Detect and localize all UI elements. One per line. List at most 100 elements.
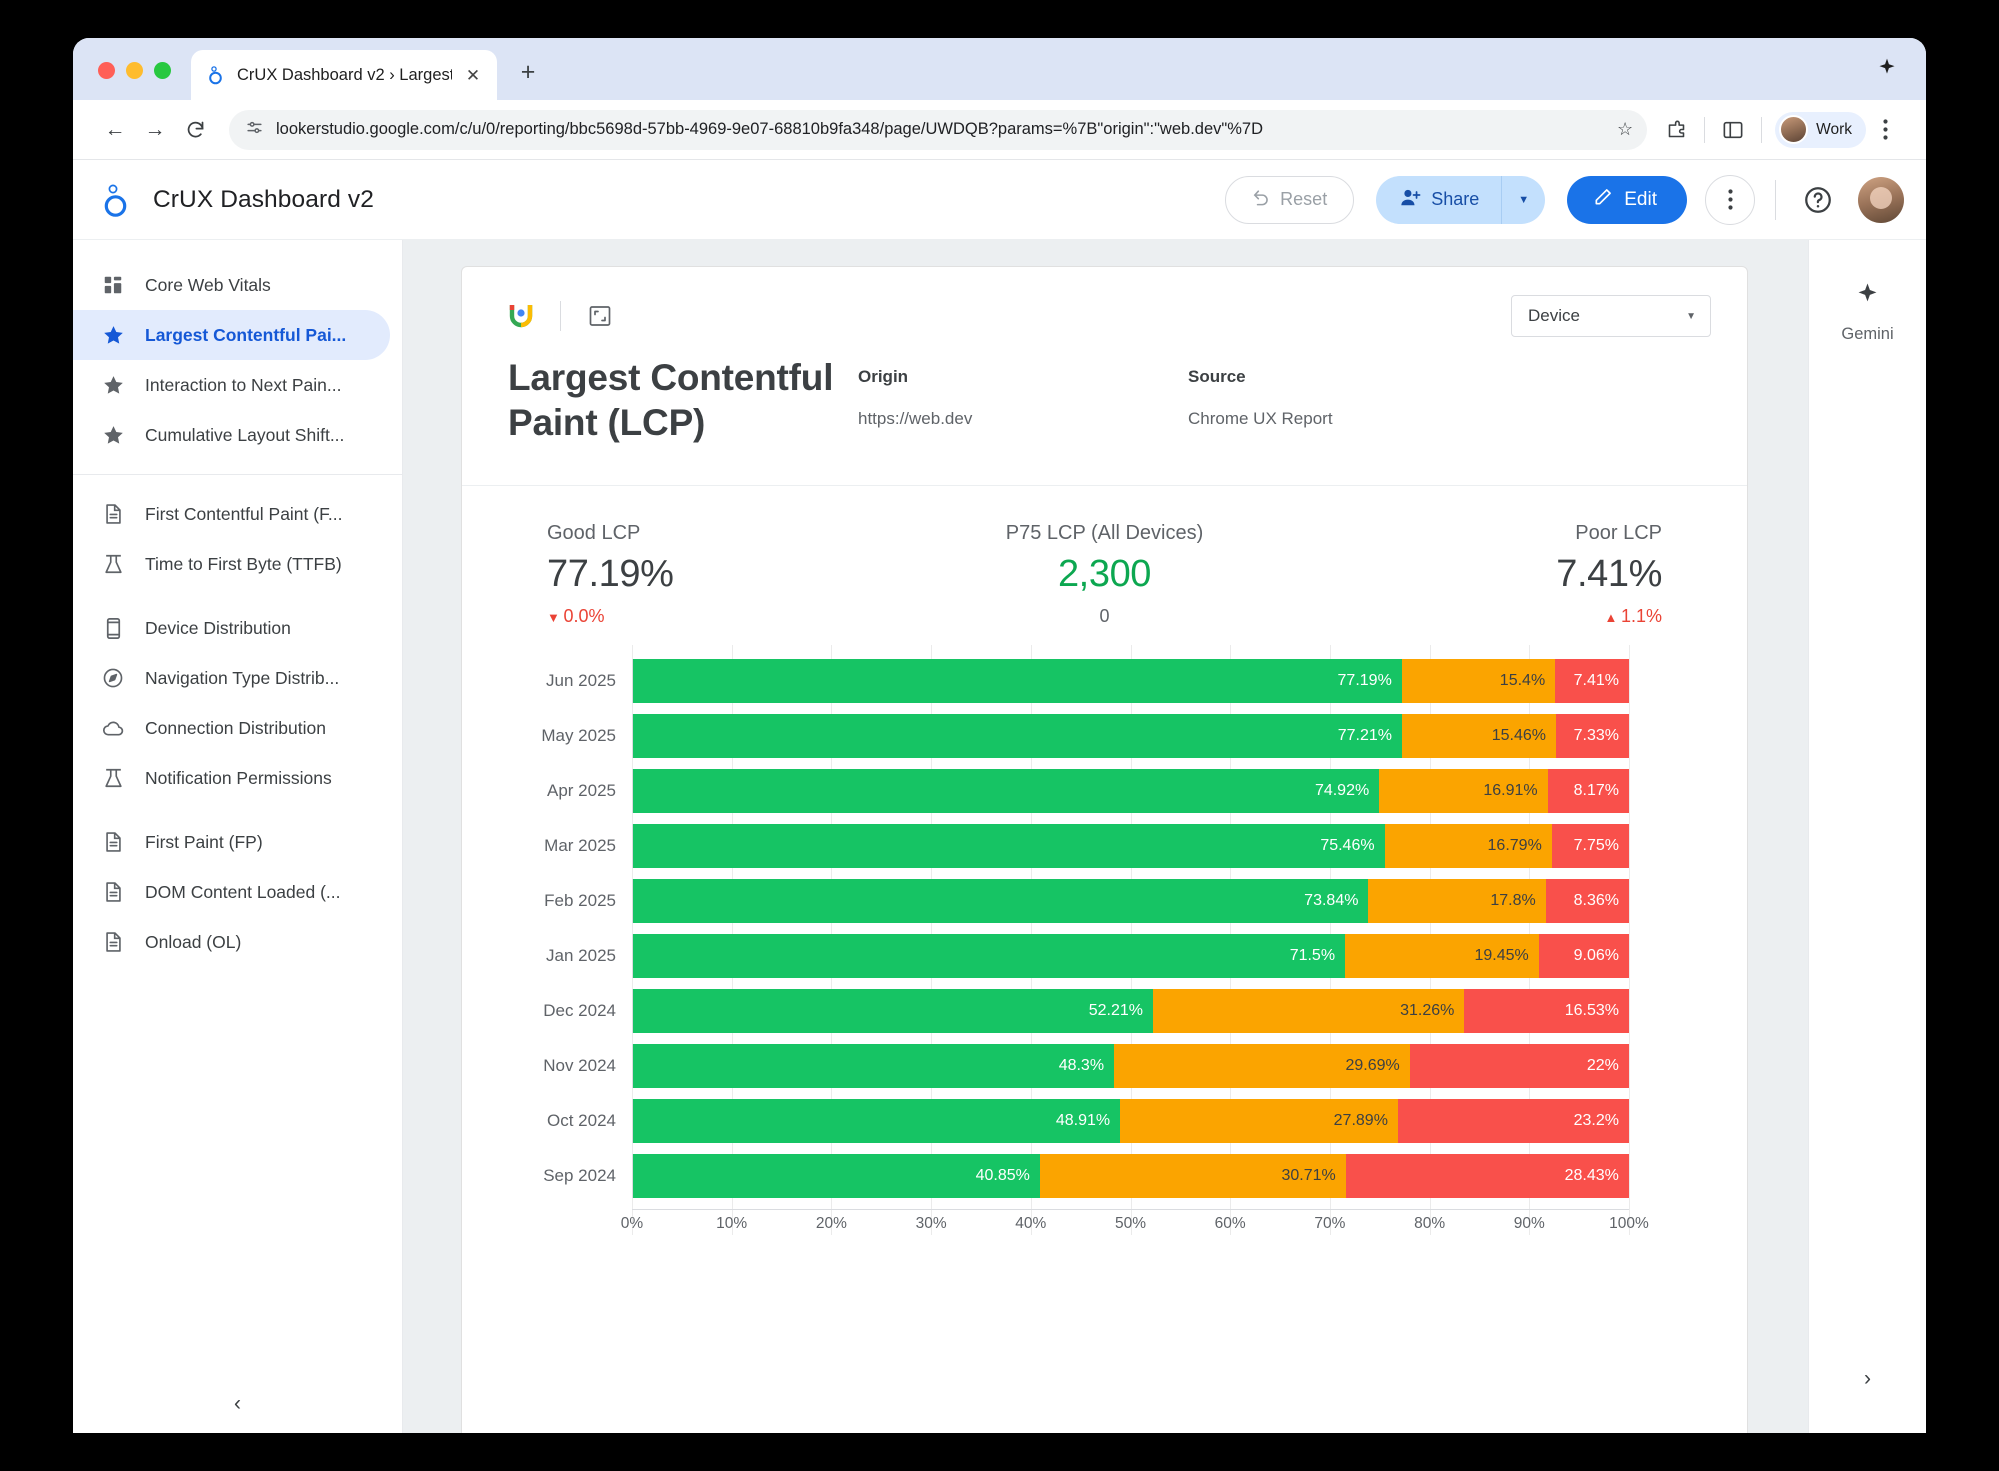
bar-segment-good[interactable]: 77.21% <box>633 714 1402 759</box>
bar-segment-good[interactable]: 74.92% <box>633 769 1380 814</box>
phone-icon <box>101 617 125 640</box>
chrome-menu-icon[interactable] <box>1866 111 1904 149</box>
bar-segment-good[interactable]: 73.84% <box>633 879 1369 924</box>
undo-icon <box>1252 188 1271 212</box>
next-page-button[interactable]: › <box>1864 1367 1871 1390</box>
bar-segment-poor[interactable]: 7.75% <box>1551 824 1629 869</box>
sidebar-item-dom-content-loaded[interactable]: DOM Content Loaded (... <box>73 867 390 917</box>
sidebar-item-core-web-vitals[interactable]: Core Web Vitals <box>73 260 390 310</box>
sidebar-item-largest-contentful-pai[interactable]: Largest Contentful Pai... <box>73 310 390 360</box>
stacked-bar[interactable]: 73.84% 17.8% 8.36% <box>632 879 1629 924</box>
bar-segment-poor[interactable]: 28.43% <box>1345 1154 1629 1199</box>
forward-icon[interactable]: → <box>144 117 166 141</box>
bar-segment-label: 40.85% <box>975 1167 1030 1185</box>
bar-segment-needs-improvement[interactable]: 15.4% <box>1401 659 1556 704</box>
bar-segment-good[interactable]: 40.85% <box>633 1154 1040 1199</box>
browser-tab[interactable]: CrUX Dashboard v2 › Largest ✕ <box>191 50 497 100</box>
sidebar-item-navigation-type-distrib[interactable]: Navigation Type Distrib... <box>73 653 390 703</box>
bar-segment-needs-improvement[interactable]: 19.45% <box>1345 934 1539 979</box>
more-options-button[interactable] <box>1705 174 1755 225</box>
chart-row-label: Feb 2025 <box>544 891 616 911</box>
stacked-bar[interactable]: 77.21% 15.46% 7.33% <box>632 714 1629 759</box>
stacked-bar[interactable]: 48.91% 27.89% 23.2% <box>632 1099 1629 1144</box>
bar-segment-good[interactable]: 71.5% <box>633 934 1346 979</box>
bar-segment-good[interactable]: 48.91% <box>633 1099 1121 1144</box>
chart-row-label: May 2025 <box>541 726 616 746</box>
stacked-bar[interactable]: 71.5% 19.45% 9.06% <box>632 934 1629 979</box>
bar-segment-needs-improvement[interactable]: 30.71% <box>1039 1154 1346 1199</box>
bar-segment-good[interactable]: 52.21% <box>633 989 1153 1034</box>
sidebar-item-notification-permissions[interactable]: Notification Permissions <box>73 753 390 803</box>
user-avatar[interactable] <box>1858 176 1904 223</box>
tab-strip: CrUX Dashboard v2 › Largest ✕ + <box>73 38 1926 100</box>
sidebar-item-cumulative-layout-shift[interactable]: Cumulative Layout Shift... <box>73 410 390 460</box>
minimize-window-button[interactable] <box>126 62 143 79</box>
sparkle-icon[interactable] <box>1876 57 1898 84</box>
stacked-bar[interactable]: 75.46% 16.79% 7.75% <box>632 824 1629 869</box>
device-filter-select[interactable]: Device ▼ <box>1511 295 1711 337</box>
reload-icon[interactable] <box>175 110 215 150</box>
new-tab-button[interactable]: + <box>520 57 536 86</box>
scorecard: Poor LCP 7.41% ▲ 1.1% <box>1290 522 1707 627</box>
divider <box>1761 116 1763 143</box>
stacked-bar[interactable]: 48.3% 29.69% 22% <box>632 1044 1629 1089</box>
bar-segment-poor[interactable]: 8.36% <box>1545 879 1629 924</box>
bar-segment-poor[interactable]: 23.2% <box>1397 1099 1629 1144</box>
scorecard-value: 77.19% <box>547 553 674 596</box>
close-window-button[interactable] <box>98 62 115 79</box>
share-dropdown-button[interactable]: ▼ <box>1501 175 1546 224</box>
site-settings-icon[interactable] <box>245 118 264 142</box>
reading-list-icon[interactable] <box>1714 111 1752 149</box>
person-add-icon <box>1400 188 1421 212</box>
profile-chip[interactable]: Work <box>1775 111 1866 148</box>
maximize-window-button[interactable] <box>154 62 171 79</box>
bar-segment-poor[interactable]: 7.33% <box>1555 714 1629 759</box>
edit-button[interactable]: Edit <box>1567 175 1687 224</box>
sidebar-item-interaction-to-next-pain[interactable]: Interaction to Next Pain... <box>73 360 390 410</box>
bar-segment-needs-improvement[interactable]: 15.46% <box>1402 714 1556 759</box>
bar-segment-needs-improvement[interactable]: 29.69% <box>1114 1044 1410 1089</box>
stacked-bar[interactable]: 52.21% 31.26% 16.53% <box>632 989 1629 1034</box>
extensions-icon[interactable] <box>1657 111 1695 149</box>
bar-segment-poor[interactable]: 16.53% <box>1464 989 1629 1034</box>
bar-segment-needs-improvement[interactable]: 17.8% <box>1368 879 1546 924</box>
chart-row-label: Nov 2024 <box>543 1056 616 1076</box>
bar-segment-poor[interactable]: 22% <box>1409 1044 1629 1089</box>
sidebar-item-first-paint-fp[interactable]: First Paint (FP) <box>73 817 390 867</box>
stacked-bar[interactable]: 74.92% 16.91% 8.17% <box>632 769 1629 814</box>
sidebar-item-first-contentful-paint-f[interactable]: First Contentful Paint (F... <box>73 489 390 539</box>
star-icon <box>101 324 125 347</box>
bar-segment-poor[interactable]: 7.41% <box>1555 659 1629 704</box>
address-bar[interactable]: lookerstudio.google.com/c/u/0/reporting/… <box>229 109 1648 150</box>
help-icon <box>1805 186 1831 213</box>
bar-segment-needs-improvement[interactable]: 27.89% <box>1120 1099 1398 1144</box>
bar-segment-good[interactable]: 77.19% <box>633 659 1402 704</box>
share-button[interactable]: Share <box>1376 175 1502 224</box>
bar-segment-poor[interactable]: 9.06% <box>1538 934 1629 979</box>
help-button[interactable] <box>1796 178 1840 222</box>
fullscreen-icon[interactable] <box>587 303 613 329</box>
sidebar-item-device-distribution[interactable]: Device Distribution <box>73 603 390 653</box>
back-icon[interactable]: ← <box>104 117 126 141</box>
sidebar-item-connection-distribution[interactable]: Connection Distribution <box>73 703 390 753</box>
bar-segment-needs-improvement[interactable]: 31.26% <box>1153 989 1465 1034</box>
reset-button[interactable]: Reset <box>1225 175 1355 224</box>
bar-segment-good[interactable]: 48.3% <box>633 1044 1115 1089</box>
bar-segment-label: 16.53% <box>1564 1002 1619 1020</box>
sidebar-item-time-to-first-byte-ttfb[interactable]: Time to First Byte (TTFB) <box>73 539 390 589</box>
bar-segment-needs-improvement[interactable]: 16.79% <box>1384 824 1552 869</box>
bookmark-star-icon[interactable]: ☆ <box>1616 119 1634 139</box>
scorecard-delta-value: 0 <box>1099 606 1110 627</box>
stacked-bar[interactable]: 77.19% 15.4% 7.41% <box>632 659 1629 704</box>
chart-row: Feb 2025 73.84% 17.8% 8.36% <box>462 879 1747 924</box>
bar-segment-needs-improvement[interactable]: 16.91% <box>1379 769 1548 814</box>
scorecard-delta-value: 0.0% <box>563 606 605 627</box>
sidebar-item-onload-ol[interactable]: Onload (OL) <box>73 917 390 967</box>
stacked-bar[interactable]: 40.85% 30.71% 28.43% <box>632 1154 1629 1199</box>
bar-segment-good[interactable]: 75.46% <box>633 824 1385 869</box>
close-tab-icon[interactable]: ✕ <box>465 65 481 85</box>
window-controls <box>73 62 171 100</box>
bar-segment-poor[interactable]: 8.17% <box>1547 769 1629 814</box>
gemini-button[interactable]: Gemini <box>1809 240 1926 344</box>
collapse-sidebar-button[interactable]: ‹ <box>73 1375 402 1433</box>
